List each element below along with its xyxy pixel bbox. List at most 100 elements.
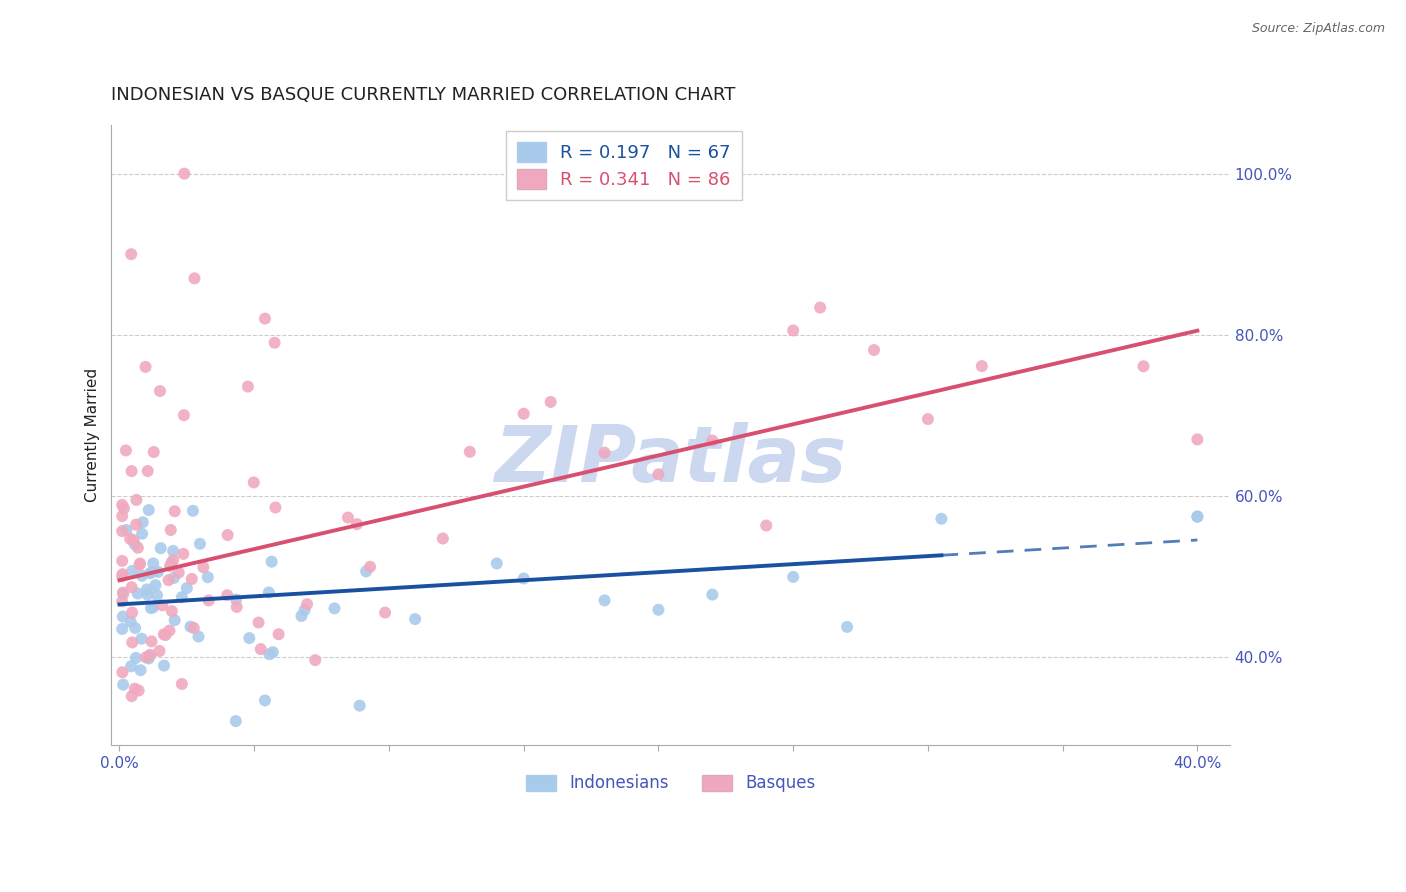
Point xyxy=(112,587,135,601)
Point xyxy=(111,498,134,512)
Point xyxy=(260,555,283,569)
Point xyxy=(782,323,804,337)
Point xyxy=(512,572,534,586)
Point xyxy=(217,588,239,602)
Point xyxy=(187,630,209,644)
Point xyxy=(129,557,152,571)
Point xyxy=(1187,433,1209,447)
Point xyxy=(150,599,173,613)
Point xyxy=(112,678,135,692)
Point xyxy=(131,568,153,582)
Point xyxy=(183,621,205,635)
Point xyxy=(160,604,183,618)
Point xyxy=(135,650,157,665)
Point xyxy=(121,635,143,649)
Point xyxy=(121,464,143,478)
Y-axis label: Currently Married: Currently Married xyxy=(86,368,100,502)
Point xyxy=(135,582,157,597)
Point xyxy=(135,359,157,374)
Point xyxy=(163,571,186,585)
Point xyxy=(131,632,153,646)
Point xyxy=(148,644,170,658)
Point xyxy=(121,564,143,578)
Point xyxy=(702,588,724,602)
Point xyxy=(139,601,162,615)
Point xyxy=(835,620,858,634)
Point xyxy=(138,503,160,517)
Point xyxy=(170,591,193,605)
Point xyxy=(432,532,454,546)
Point xyxy=(124,621,146,635)
Point xyxy=(1132,359,1154,374)
Point xyxy=(808,301,831,315)
Point xyxy=(121,606,143,620)
Point xyxy=(304,653,326,667)
Point xyxy=(125,651,148,665)
Text: INDONESIAN VS BASQUE CURRENTLY MARRIED CORRELATION CHART: INDONESIAN VS BASQUE CURRENTLY MARRIED C… xyxy=(111,87,735,104)
Point xyxy=(157,573,180,587)
Point xyxy=(225,592,247,607)
Point xyxy=(294,603,316,617)
Point xyxy=(290,609,312,624)
Point xyxy=(181,504,204,518)
Point xyxy=(159,523,181,537)
Point xyxy=(162,553,184,567)
Point xyxy=(155,628,177,642)
Point xyxy=(131,526,153,541)
Point xyxy=(111,569,134,583)
Point xyxy=(179,620,201,634)
Point xyxy=(593,593,616,607)
Point xyxy=(136,464,159,478)
Point xyxy=(152,627,174,641)
Point xyxy=(160,556,183,570)
Point xyxy=(253,693,276,707)
Point xyxy=(139,566,162,581)
Point xyxy=(225,599,247,614)
Point xyxy=(359,559,381,574)
Point xyxy=(112,501,135,516)
Point xyxy=(647,467,669,482)
Point xyxy=(111,567,134,582)
Point xyxy=(111,622,134,636)
Point xyxy=(139,648,162,662)
Point xyxy=(122,533,145,547)
Point xyxy=(115,523,138,537)
Point xyxy=(125,517,148,532)
Point xyxy=(183,271,205,285)
Point xyxy=(217,528,239,542)
Point xyxy=(145,578,167,592)
Point xyxy=(138,649,160,664)
Text: Source: ZipAtlas.com: Source: ZipAtlas.com xyxy=(1251,22,1385,36)
Point xyxy=(124,537,146,551)
Point xyxy=(197,570,219,584)
Point xyxy=(346,517,368,532)
Point xyxy=(111,594,134,608)
Point xyxy=(782,570,804,584)
Point xyxy=(349,698,371,713)
Point xyxy=(173,408,195,422)
Point xyxy=(172,547,194,561)
Point xyxy=(249,642,271,657)
Point xyxy=(917,412,939,426)
Point xyxy=(138,651,160,665)
Point xyxy=(128,558,150,572)
Point xyxy=(236,379,259,393)
Point xyxy=(142,600,165,615)
Point xyxy=(111,665,134,680)
Point xyxy=(257,585,280,599)
Point xyxy=(647,603,669,617)
Point xyxy=(115,443,138,458)
Point xyxy=(128,683,150,698)
Legend: Indonesians, Basques: Indonesians, Basques xyxy=(519,768,823,799)
Point xyxy=(142,557,165,571)
Point xyxy=(111,524,134,538)
Point xyxy=(180,572,202,586)
Point xyxy=(146,588,169,602)
Point xyxy=(197,593,219,607)
Point xyxy=(120,659,142,673)
Point xyxy=(111,509,134,524)
Point xyxy=(262,645,284,659)
Point xyxy=(264,500,287,515)
Point xyxy=(259,647,281,661)
Point xyxy=(111,585,134,599)
